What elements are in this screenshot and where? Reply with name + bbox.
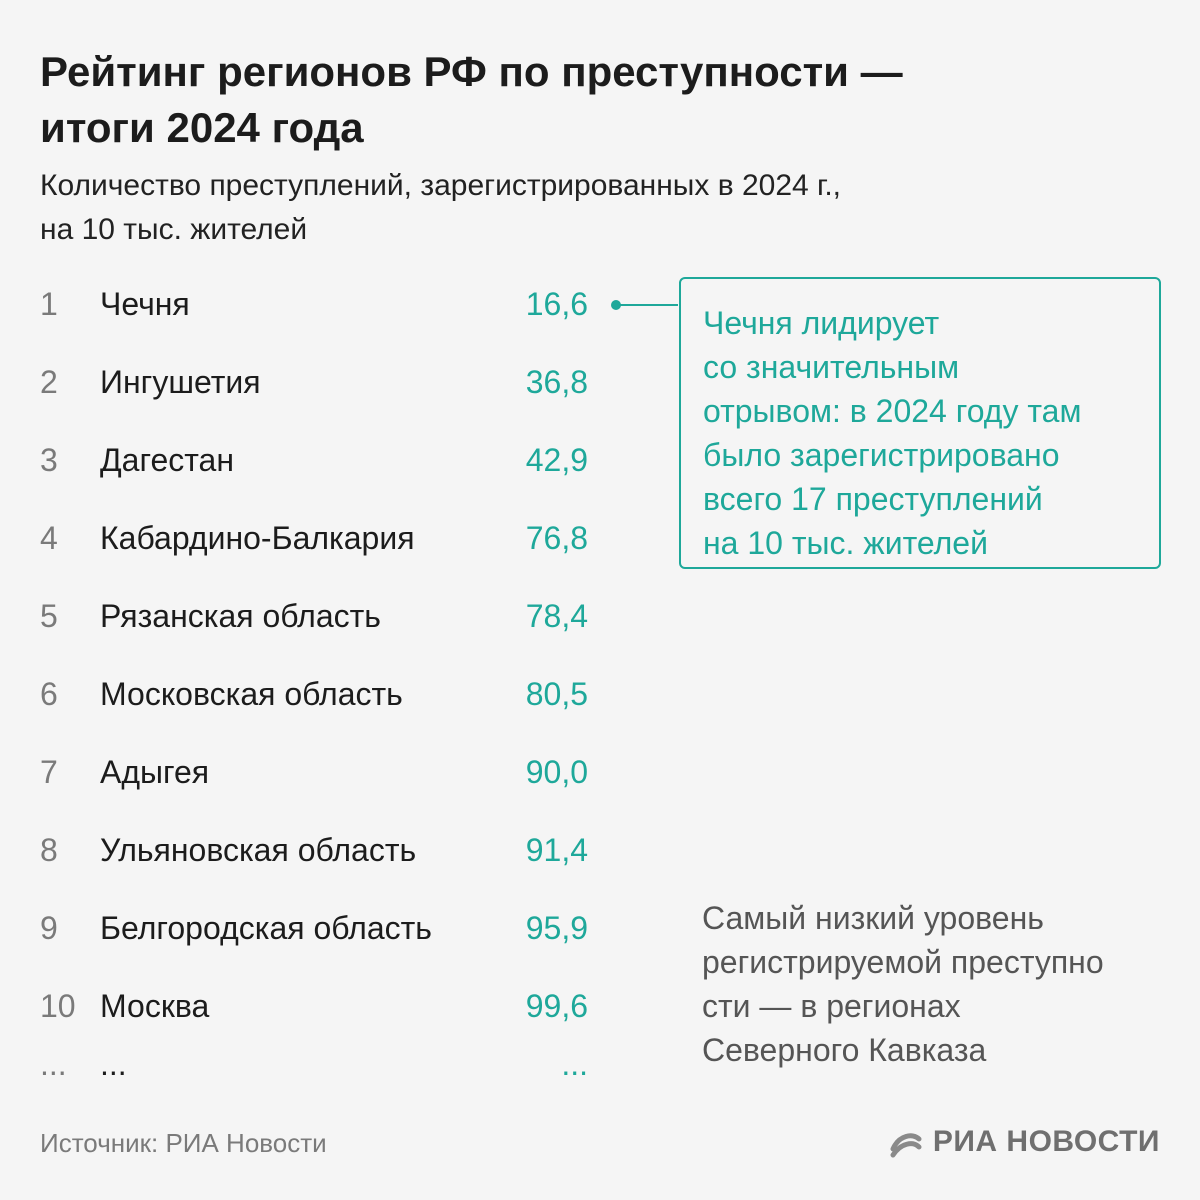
title-line-1: Рейтинг регионов РФ по преступности — [40, 48, 903, 95]
row-value: 36,8 [525, 364, 588, 400]
row-rank: ... [40, 1046, 67, 1082]
row-value: 76,8 [525, 520, 588, 556]
callout-line: всего 17 преступлений [703, 481, 1043, 517]
row-region: Москва [100, 988, 210, 1024]
row-value: 42,9 [525, 442, 588, 478]
callout-line: со значительным [703, 349, 960, 385]
logo-text: РИА НОВОСТИ [932, 1125, 1160, 1158]
row-region: Рязанская область [100, 598, 381, 634]
subtitle-line-2: на 10 тыс. жителей [40, 213, 308, 246]
row-rank: 3 [40, 442, 58, 478]
row-value: 90,0 [525, 754, 588, 790]
callout-line: отрывом: в 2024 году там [703, 393, 1082, 429]
note-line: регистрируемой преступно [702, 944, 1104, 980]
source-caption: Источник: РИА Новости [40, 1128, 327, 1158]
table-row: 9 Белгородская область 95,9 [0, 908, 600, 948]
table-row: 6 Московская область 80,5 [0, 674, 600, 714]
row-region: Ингушетия [100, 364, 261, 400]
row-value: 91,4 [525, 832, 588, 868]
row-region: Адыгея [100, 754, 210, 790]
table-row: 4 Кабардино-Балкария 76,8 [0, 518, 600, 558]
callout-line: Чечня лидирует [703, 305, 940, 341]
callout-line: на 10 тыс. жителей [703, 525, 988, 561]
row-value: 78,4 [525, 598, 588, 634]
page-title: Рейтинг регионов РФ по преступности — ит… [40, 44, 1100, 156]
row-rank: 8 [40, 832, 58, 868]
row-value: ... [561, 1046, 588, 1082]
row-region: Дагестан [100, 442, 234, 478]
row-rank: 5 [40, 598, 58, 634]
table-row: ......... [0, 1044, 600, 1084]
row-value: 16,6 [525, 286, 588, 322]
row-value: 99,6 [525, 988, 588, 1024]
note-line: Самый низкий уровень [702, 900, 1044, 936]
callout-connector-line [616, 304, 678, 306]
subtitle: Количество преступлений, зарегистрирован… [40, 164, 1040, 252]
ria-novosti-logo: РИА НОВОСТИ [889, 1122, 1160, 1162]
row-rank: 4 [40, 520, 58, 556]
row-rank: 6 [40, 676, 58, 712]
row-region: Московская область [100, 676, 403, 712]
table-row: 1 Чечня 16,6 [0, 284, 600, 324]
table-row: 10 Москва 99,6 [0, 986, 600, 1026]
row-region: Чечня [100, 286, 190, 322]
ria-logo-icon [890, 1133, 922, 1158]
row-region: Ульяновская область [100, 832, 417, 868]
chechnya-callout: Чечня лидирует со значительным отрывом: … [679, 277, 1161, 569]
subtitle-line-1: Количество преступлений, зарегистрирован… [40, 169, 841, 202]
note-line: сти — в регионах [702, 988, 961, 1024]
row-region: ... [100, 1046, 127, 1082]
row-region: Белгородская область [100, 910, 432, 946]
row-value: 80,5 [525, 676, 588, 712]
row-rank: 2 [40, 364, 58, 400]
table-row: 7 Адыгея 90,0 [0, 752, 600, 792]
row-rank: 9 [40, 910, 58, 946]
north-caucasus-note: Самый низкий уровень регистрируемой прес… [702, 896, 1172, 1072]
row-value: 95,9 [525, 910, 588, 946]
table-row: 8 Ульяновская область 91,4 [0, 830, 600, 870]
note-line: Северного Кавказа [702, 1032, 987, 1068]
title-line-2: итоги 2024 года [40, 104, 364, 151]
table-row: 5 Рязанская область 78,4 [0, 596, 600, 636]
row-region: Кабардино-Балкария [100, 520, 415, 556]
row-rank: 1 [40, 286, 58, 322]
row-rank: 7 [40, 754, 58, 790]
callout-line: было зарегистрировано [703, 437, 1060, 473]
table-row: 2 Ингушетия 36,8 [0, 362, 600, 402]
table-row: 3 Дагестан 42,9 [0, 440, 600, 480]
row-rank: 10 [40, 988, 76, 1024]
